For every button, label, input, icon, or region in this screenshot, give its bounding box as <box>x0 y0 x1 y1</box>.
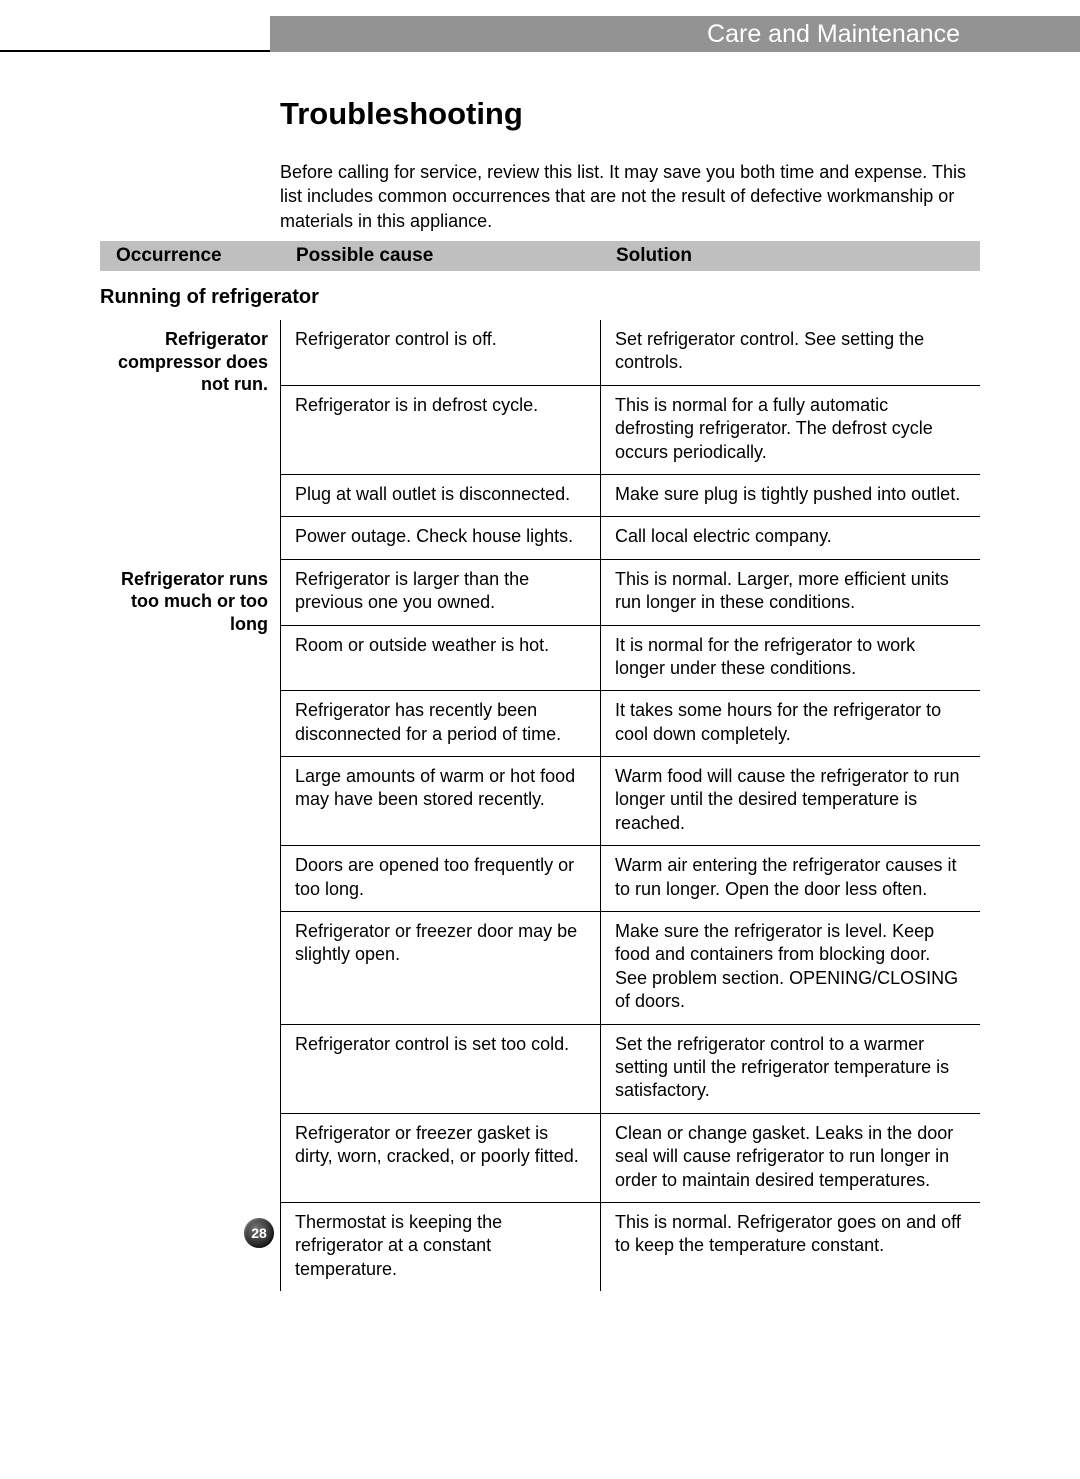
cause-cell: Power outage. Check house lights. <box>281 517 601 558</box>
cause-cell: Plug at wall outlet is disconnected. <box>281 475 601 516</box>
occurrence-label: Refrigerator compressor does not run. <box>100 320 280 560</box>
column-header-occurrence: Occurrence <box>100 245 280 267</box>
header-title: Care and Maintenance <box>270 16 1080 52</box>
solution-cell: This is normal. Larger, more efficient u… <box>601 560 980 625</box>
group-rows: Refrigerator is larger than the previous… <box>280 560 980 1291</box>
page-number-badge: 28 <box>244 1218 274 1248</box>
troubleshooting-table: Refrigerator compressor does not run. Re… <box>100 320 980 1291</box>
section-title: Troubleshooting <box>280 96 980 132</box>
cause-cell: Refrigerator is in defrost cycle. <box>281 386 601 474</box>
cause-cell: Room or outside weather is hot. <box>281 626 601 691</box>
solution-cell: Clean or change gasket. Leaks in the doo… <box>601 1114 980 1202</box>
solution-cell: This is normal. Refrigerator goes on and… <box>601 1203 980 1291</box>
cause-cell: Refrigerator control is off. <box>281 320 601 385</box>
table-row: Large amounts of warm or hot food may ha… <box>281 757 980 846</box>
table-row: Power outage. Check house lights. Call l… <box>281 517 980 559</box>
cause-cell: Refrigerator is larger than the previous… <box>281 560 601 625</box>
solution-cell: It takes some hours for the refrigerator… <box>601 691 980 756</box>
column-header-solution: Solution <box>600 245 980 267</box>
group-compressor-does-not-run: Refrigerator compressor does not run. Re… <box>100 320 980 560</box>
cause-cell: Refrigerator or freezer door may be slig… <box>281 912 601 1024</box>
cause-cell: Large amounts of warm or hot food may ha… <box>281 757 601 845</box>
solution-cell: Make sure the refrigerator is level. Kee… <box>601 912 980 1024</box>
table-row: Thermostat is keeping the refrigerator a… <box>281 1203 980 1291</box>
table-row: Refrigerator control is set too cold. Se… <box>281 1025 980 1114</box>
solution-cell: Make sure plug is tightly pushed into ou… <box>601 475 980 516</box>
cause-cell: Thermostat is keeping the refrigerator a… <box>281 1203 601 1291</box>
column-header-row: Occurrence Possible cause Solution <box>100 241 980 271</box>
occurrence-label: Refrigerator runs too much or too long <box>100 560 280 1291</box>
table-row: Refrigerator or freezer door may be slig… <box>281 912 980 1025</box>
column-header-cause: Possible cause <box>280 245 600 267</box>
table-row: Refrigerator is in defrost cycle. This i… <box>281 386 980 475</box>
header-bar: Care and Maintenance <box>0 16 1080 52</box>
table-row: Refrigerator has recently been disconnec… <box>281 691 980 757</box>
table-row: Room or outside weather is hot. It is no… <box>281 626 980 692</box>
table-row: Refrigerator control is off. Set refrige… <box>281 320 980 386</box>
table-row: Plug at wall outlet is disconnected. Mak… <box>281 475 980 517</box>
cause-cell: Doors are opened too frequently or too l… <box>281 846 601 911</box>
solution-cell: Set the refrigerator control to a warmer… <box>601 1025 980 1113</box>
header-left-rule <box>0 16 270 52</box>
content-block: Troubleshooting Before calling for servi… <box>280 96 980 253</box>
table-row: Refrigerator or freezer gasket is dirty,… <box>281 1114 980 1203</box>
solution-cell: It is normal for the refrigerator to wor… <box>601 626 980 691</box>
solution-cell: Call local electric company. <box>601 517 980 558</box>
solution-cell: This is normal for a fully automatic def… <box>601 386 980 474</box>
table-row: Refrigerator is larger than the previous… <box>281 560 980 626</box>
table-row: Doors are opened too frequently or too l… <box>281 846 980 912</box>
solution-cell: Set refrigerator control. See setting th… <box>601 320 980 385</box>
subsection-heading: Running of refrigerator <box>100 286 319 309</box>
solution-cell: Warm food will cause the refrigerator to… <box>601 757 980 845</box>
group-rows: Refrigerator control is off. Set refrige… <box>280 320 980 560</box>
cause-cell: Refrigerator has recently been disconnec… <box>281 691 601 756</box>
solution-cell: Warm air entering the refrigerator cause… <box>601 846 980 911</box>
cause-cell: Refrigerator or freezer gasket is dirty,… <box>281 1114 601 1202</box>
intro-paragraph: Before calling for service, review this … <box>280 160 980 233</box>
cause-cell: Refrigerator control is set too cold. <box>281 1025 601 1113</box>
group-runs-too-much: Refrigerator runs too much or too long R… <box>100 560 980 1291</box>
